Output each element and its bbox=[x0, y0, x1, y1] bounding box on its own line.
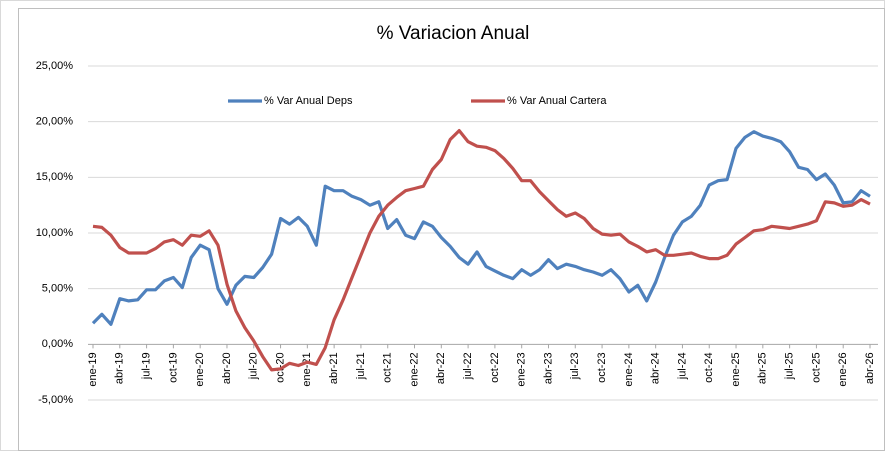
x-tick-label: jul-19 bbox=[140, 352, 152, 380]
y-tick-label: 15,00% bbox=[36, 171, 74, 183]
y-tick-label: 20,00% bbox=[36, 116, 74, 128]
x-tick-label: oct-24 bbox=[703, 352, 715, 383]
x-tick-label: ene-22 bbox=[408, 352, 420, 386]
x-tick-label: oct-23 bbox=[596, 352, 608, 383]
x-tick-label: jul-20 bbox=[248, 352, 260, 380]
x-tick-label: oct-25 bbox=[810, 352, 822, 383]
chart-title: % Variacion Anual bbox=[377, 23, 530, 44]
x-tick-label: ene-24 bbox=[623, 352, 635, 386]
x-tick-label: oct-22 bbox=[489, 352, 501, 383]
y-tick-label: 10,00% bbox=[36, 227, 74, 239]
x-tick-label: ene-23 bbox=[516, 352, 528, 386]
x-tick-label: abr-22 bbox=[435, 352, 447, 384]
x-tick-label: ene-21 bbox=[301, 352, 313, 386]
x-tick-label: ene-20 bbox=[194, 352, 206, 386]
y-tick-label: 0,00% bbox=[42, 338, 73, 350]
x-tick-label: ene-19 bbox=[87, 352, 99, 386]
x-tick-label: abr-19 bbox=[114, 352, 126, 384]
x-tick-label: abr-25 bbox=[757, 352, 769, 384]
x-tick-label: jul-23 bbox=[569, 352, 581, 380]
chart-area bbox=[18, 8, 885, 451]
legend-label: % Var Anual Deps bbox=[264, 95, 353, 107]
x-tick-label: abr-21 bbox=[328, 352, 340, 384]
x-tick-label: ene-25 bbox=[730, 352, 742, 386]
x-tick-label: ene-26 bbox=[837, 352, 849, 386]
x-tick-label: jul-24 bbox=[676, 352, 688, 380]
x-tick-label: abr-24 bbox=[650, 352, 662, 384]
x-tick-label: oct-21 bbox=[382, 352, 394, 383]
x-tick-label: jul-21 bbox=[355, 352, 367, 380]
x-tick-label: jul-25 bbox=[784, 352, 796, 380]
legend-label: % Var Anual Cartera bbox=[507, 95, 607, 107]
series-line bbox=[91, 130, 871, 326]
x-tick-label: abr-23 bbox=[542, 352, 554, 384]
y-tick-label: -5,00% bbox=[38, 394, 73, 406]
x-tick-label: oct-19 bbox=[167, 352, 179, 383]
x-tick-label: jul-22 bbox=[462, 352, 474, 380]
y-tick-label: 5,00% bbox=[42, 283, 73, 295]
x-tick-label: abr-20 bbox=[221, 352, 233, 384]
y-tick-label: 25,00% bbox=[36, 60, 74, 72]
series-line bbox=[92, 129, 871, 372]
x-tick-label: abr-26 bbox=[864, 352, 876, 384]
